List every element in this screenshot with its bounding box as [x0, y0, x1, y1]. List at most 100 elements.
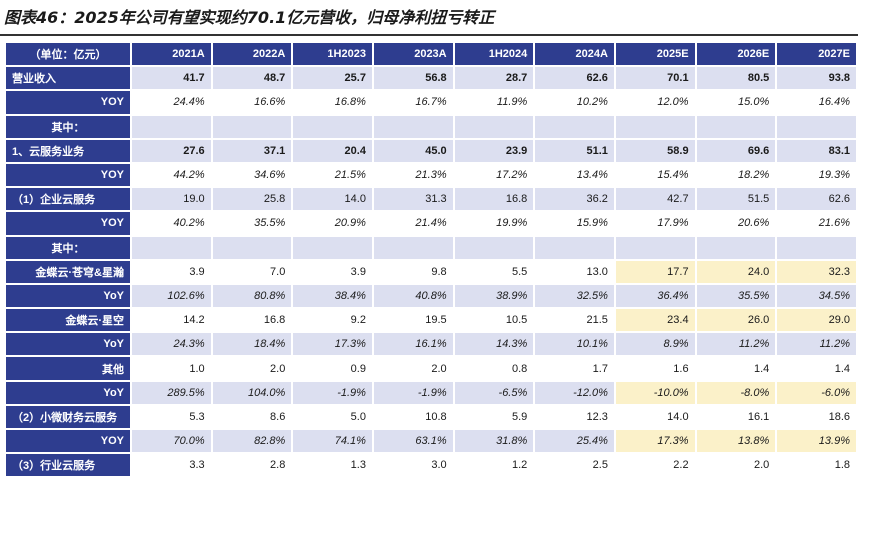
- table-cell: 17.3%: [293, 333, 372, 356]
- table-cell: 11.9%: [454, 91, 534, 114]
- year-header: 2026E: [696, 43, 776, 66]
- table-cell: 80.8%: [212, 284, 292, 308]
- table-row: 金蝶云·苍穹&星瀚 3.9 7.0 3.9 9.8 5.5 13.0 17.7 24.0 32.3: [6, 260, 856, 283]
- table-cell: [132, 236, 211, 259]
- table-cell: [454, 115, 534, 138]
- table-cell: 1.4: [777, 357, 856, 380]
- table-cell: 41.7: [132, 67, 211, 90]
- table-cell: 38.9%: [454, 284, 534, 308]
- table-cell: [535, 115, 614, 138]
- year-header: 2025E: [615, 43, 695, 66]
- year-header: 2021A: [132, 43, 211, 66]
- unit-header: （单位：亿元）: [6, 43, 130, 66]
- table-cell: [696, 236, 776, 259]
- table-row: （3）行业云服务 3.3 2.8 1.3 3.0 1.2 2.5 2.2 2.0 1.8: [6, 454, 856, 477]
- table-cell: 45.0: [373, 139, 453, 162]
- table-cell: [212, 236, 292, 259]
- table-cell: 2.2: [615, 454, 695, 477]
- table-cell: 93.8: [777, 67, 856, 90]
- row-label: 金蝶云·星空: [6, 309, 130, 332]
- table-cell: 35.5%: [696, 284, 776, 308]
- row-label: YoY: [6, 381, 130, 404]
- table-cell: 17.3%: [615, 430, 695, 453]
- table-cell: 2.0: [212, 357, 292, 380]
- table-cell: -6.0%: [777, 381, 856, 404]
- table-cell: 26.0: [696, 309, 776, 332]
- table-cell: 104.0%: [212, 381, 292, 404]
- table-cell: -8.0%: [696, 381, 776, 404]
- table-cell: 13.8%: [696, 430, 776, 453]
- table-cell: 25.8: [212, 188, 292, 211]
- table-cell: 24.4%: [132, 91, 211, 114]
- table-cell: 18.6: [777, 405, 856, 428]
- row-label: 其中：: [6, 115, 130, 138]
- year-header: 2023A: [373, 43, 453, 66]
- table-cell: 16.1: [696, 405, 776, 428]
- table-cell: 20.9%: [293, 212, 372, 235]
- table-row: 其中：: [6, 236, 856, 259]
- table-row: （2）小微财务云服务 5.3 8.6 5.0 10.8 5.9 12.3 14.0 16.1 18…: [6, 405, 856, 428]
- row-label: YoY: [6, 333, 130, 356]
- table-cell: 7.0: [212, 260, 292, 283]
- table-cell: 1.4: [696, 357, 776, 380]
- row-label: YoY: [6, 284, 130, 308]
- table-row: YoY 24.3% 18.4% 17.3% 16.1% 14.3% 10.1% 8.9% 11.…: [6, 333, 856, 356]
- table-cell: 16.4%: [777, 91, 856, 114]
- revenue-forecast-table: （单位：亿元） 2021A 2022A 1H2023 2023A 1H2024 2024A 2…: [4, 41, 858, 478]
- table-cell: 48.7: [212, 67, 292, 90]
- table-cell: -10.0%: [615, 381, 695, 404]
- year-header: 1H2023: [293, 43, 372, 66]
- row-label: 金蝶云·苍穹&星瀚: [6, 260, 130, 283]
- table-cell: 25.4%: [535, 430, 614, 453]
- table-cell: 28.7: [454, 67, 534, 90]
- table-cell: 16.7%: [373, 91, 453, 114]
- table-cell: 12.0%: [615, 91, 695, 114]
- table-cell: 10.8: [373, 405, 453, 428]
- table-row: YoY 289.5% 104.0% -1.9% -1.9% -6.5% -12.0% -10.…: [6, 381, 856, 404]
- table-cell: 1.0: [132, 357, 211, 380]
- table-cell: 62.6: [535, 67, 614, 90]
- table-cell: 35.5%: [212, 212, 292, 235]
- table-cell: 32.3: [777, 260, 856, 283]
- table-cell: 5.9: [454, 405, 534, 428]
- table-cell: 13.9%: [777, 430, 856, 453]
- row-label: 其他: [6, 357, 130, 380]
- table-cell: 21.3%: [373, 163, 453, 187]
- table-cell: 12.3: [535, 405, 614, 428]
- table-cell: 82.8%: [212, 430, 292, 453]
- table-cell: 80.5: [696, 67, 776, 90]
- table-cell: 10.2%: [535, 91, 614, 114]
- table-cell: 63.1%: [373, 430, 453, 453]
- year-header: 2024A: [535, 43, 614, 66]
- table-cell: 70.1: [615, 67, 695, 90]
- table-cell: [615, 115, 695, 138]
- table-cell: 19.5: [373, 309, 453, 332]
- table-cell: 29.0: [777, 309, 856, 332]
- table-row: 1、云服务业务 27.6 37.1 20.4 45.0 23.9 51.1 58.9 69.6 8…: [6, 139, 856, 162]
- table-cell: 2.5: [535, 454, 614, 477]
- table-cell: 21.5%: [293, 163, 372, 187]
- table-cell: 16.6%: [212, 91, 292, 114]
- table-cell: 24.0: [696, 260, 776, 283]
- table-cell: 15.0%: [696, 91, 776, 114]
- row-label: YOY: [6, 91, 130, 114]
- table-cell: 102.6%: [132, 284, 211, 308]
- table-cell: 51.1: [535, 139, 614, 162]
- table-cell: 83.1: [777, 139, 856, 162]
- table-cell: 56.8: [373, 67, 453, 90]
- table-cell: 1.2: [454, 454, 534, 477]
- table-cell: 11.2%: [777, 333, 856, 356]
- table-cell: [212, 115, 292, 138]
- table-cell: 0.9: [293, 357, 372, 380]
- table-cell: 14.0: [293, 188, 372, 211]
- table-cell: 62.6: [777, 188, 856, 211]
- table-cell: 21.6%: [777, 212, 856, 235]
- table-cell: 3.3: [132, 454, 211, 477]
- table-cell: 10.1%: [535, 333, 614, 356]
- table-cell: [615, 236, 695, 259]
- table-cell: 11.2%: [696, 333, 776, 356]
- table-cell: [454, 236, 534, 259]
- table-cell: 18.2%: [696, 163, 776, 187]
- table-row: YoY 102.6% 80.8% 38.4% 40.8% 38.9% 32.5% 36.4% 3…: [6, 284, 856, 308]
- table-cell: [293, 115, 372, 138]
